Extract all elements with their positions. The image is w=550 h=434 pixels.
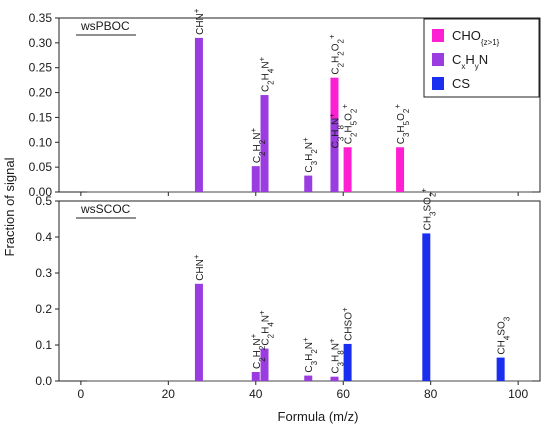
bar-label: CH4SO3 [497,316,512,354]
bar-label: C3H2N+ [301,337,319,373]
y-axis-title: Fraction of signal [2,157,17,256]
panel-wsSCOC: 0.0 0.1 0.2 0.3 0.4 0.5 wsSCOC CHN+ C2H2N+C2H4N+… [35,188,541,388]
plot-frame [58,200,541,382]
bar-CS [496,357,505,381]
legend-swatch [432,53,444,66]
bar-label: C3H8N+ [327,113,345,149]
x-tick-label: 60 [337,387,351,401]
legend: CHO{z>1} CxHyN CS [423,18,540,98]
y-tick-label: 0.00 [29,185,53,199]
y-tick-label: 0.4 [35,230,52,244]
y-tick-label: 0.5 [35,194,52,208]
bar-CxHyN [260,95,269,192]
x-tick-label: 0 [78,387,85,401]
bar-CxHyN [260,348,269,381]
x-tick-label: 80 [424,387,438,401]
legend-label: CxHyN [452,52,488,71]
x-tick-label: 20 [162,387,176,401]
bar-CxHyN [194,283,203,381]
bar-CxHyN [304,375,313,381]
legend-swatch [432,29,444,42]
y-tick-label: 0.1 [35,338,52,352]
x-tick-label: 100 [508,387,528,401]
bar-label: C3H8N+ [327,338,345,374]
x-axis: 0 20 40 60 80 100 [78,387,529,401]
bar-CxHyN [251,372,260,381]
bar-CxHyN [304,175,313,192]
y-tick-label: 0.15 [29,110,53,124]
bar-label: CHN+ [191,8,206,35]
y-tick-label: 0.0 [35,374,52,388]
y-tick-label: 0.05 [29,160,53,174]
bar-label: CHSO+ [340,307,355,341]
bar-CS [343,343,352,381]
legend-swatch [432,77,444,90]
y-tick-label: 0.10 [29,135,53,149]
bar-CxHyN [251,166,260,192]
bar-label: C3H5O2+ [393,104,411,145]
bar-CxHyN [330,376,339,381]
bar-CxHyN [194,37,203,193]
panel-label: wsPBOC [80,19,130,33]
bar-CHO [396,147,405,192]
bar-label: C2H4N+ [257,56,275,92]
x-axis-title: Formula (m/z) [278,409,359,424]
legend-label: CS [452,76,470,91]
bar-label: C2H2N+ [248,128,266,164]
bar-label: C2H2N+ [248,333,266,369]
panel-label: wsSCOC [80,202,131,216]
y-tick-label: 0.20 [29,86,53,100]
bar-label: CH3SO2+ [419,188,437,231]
y-tick-label: 0.25 [29,61,53,75]
y-tick-label: 0.30 [29,36,53,50]
y-tick-label: 0.3 [35,266,52,280]
bar-CHO [343,147,352,192]
legend-label: CHO{z>1} [452,28,500,47]
bar-CS [422,233,431,381]
x-tick-label: 40 [249,387,263,401]
bar-label: C2H2O2+ [327,34,345,75]
panel-wsPBOC: 0.00 0.05 0.10 0.15 0.20 0.25 0.30 0.35 wsPBOC CH… [29,8,541,199]
bar-CxHyN [330,118,339,192]
bar-label: CHN+ [191,254,206,281]
y-tick-label: 0.35 [29,11,53,25]
bar-label: C2H4N+ [257,310,275,346]
y-tick-label: 0.2 [35,302,52,316]
bar-label: C2H5O2+ [340,104,358,145]
bar-label: C3H2N+ [301,137,319,173]
